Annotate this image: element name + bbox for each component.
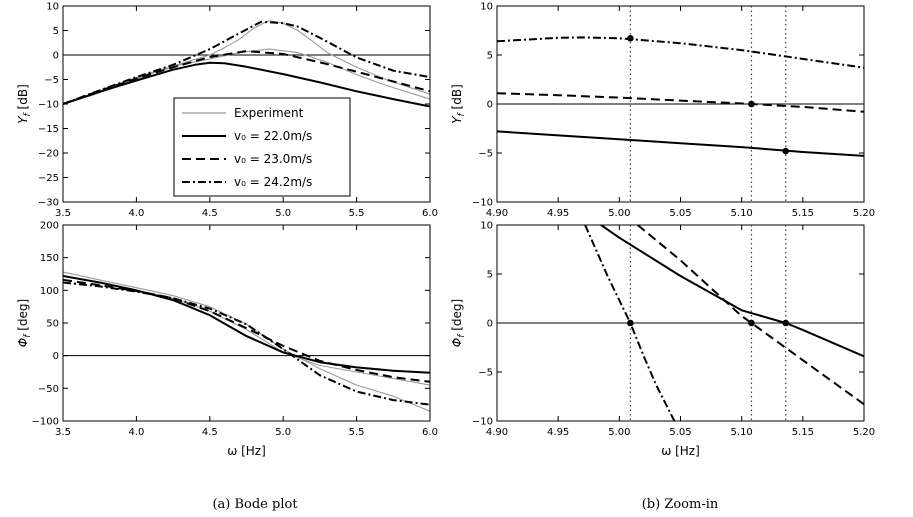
y-tick-label: 10 xyxy=(46,2,59,13)
x-tick-label: 5.00 xyxy=(608,427,630,438)
x-tick-label: 5.10 xyxy=(731,427,753,438)
plot-area xyxy=(63,271,430,412)
series-v-23-0m-s-2 xyxy=(637,225,864,406)
x-tick-label: 4.90 xyxy=(486,208,508,219)
y-tick-label: 0 xyxy=(487,100,493,111)
x-tick-label: 5.5 xyxy=(349,427,365,438)
x-tick-label: 5.5 xyxy=(349,208,365,219)
y-tick-label: −20 xyxy=(38,149,59,160)
x-tick-label: 4.0 xyxy=(128,427,144,438)
y-tick-label: −5 xyxy=(478,149,493,160)
x-tick-label: 4.90 xyxy=(486,427,508,438)
y-tick-label: −30 xyxy=(38,198,59,209)
plot-area xyxy=(63,20,430,108)
marker-point-3 xyxy=(782,147,790,155)
y-axis-label: Yf [dB] xyxy=(16,84,33,124)
x-tick-label: 5.0 xyxy=(275,208,291,219)
x-tick-label: 4.5 xyxy=(202,427,218,438)
series-experiment-4 xyxy=(63,271,430,412)
marker-point-2 xyxy=(748,319,755,327)
x-tick-label: 4.95 xyxy=(547,427,569,438)
y-tick-label: −10 xyxy=(472,198,493,209)
series-v-24-2m-s-3 xyxy=(63,281,430,406)
y-tick-label: −100 xyxy=(32,417,59,428)
y-tick-label: 150 xyxy=(40,253,59,264)
x-tick-label: 5.15 xyxy=(792,208,814,219)
y-tick-label: 5 xyxy=(53,26,59,37)
legend: Experiment v₀ = 22.0m/s v₀ = 23.0m/s v₀ … xyxy=(173,97,351,197)
legend-label-v22: v₀ = 22.0m/s xyxy=(234,129,312,143)
y-axis-label: Φf [deg] xyxy=(16,299,33,347)
x-tick-label: 5.05 xyxy=(669,427,691,438)
legend-frame xyxy=(173,97,351,197)
x-tick-label: 5.15 xyxy=(792,427,814,438)
x-tick-label: 5.05 xyxy=(669,208,691,219)
caption-left: (a) Bode plot xyxy=(212,497,298,512)
panel-zoom-magnitude: 4.90 4.95 5.00 5.05 5.10 5.15 5.20 10 5 0 −5 −10 Yf … xyxy=(450,2,875,220)
x-tick-label: 6.0 xyxy=(422,427,438,438)
plot-area xyxy=(497,225,864,421)
series-experiment-4 xyxy=(63,20,430,105)
y-tick-label: 50 xyxy=(46,319,59,330)
series-v-24-2m-s-3 xyxy=(63,20,430,105)
x-axis-label: ω [Hz] xyxy=(661,444,700,458)
y-tick-label: 10 xyxy=(480,221,493,232)
x-tick-label: 4.95 xyxy=(547,208,569,219)
series-v-24-2m-s-3 xyxy=(584,225,676,421)
legend-label-experiment: Experiment xyxy=(234,106,304,120)
series-v-22-0m-s-1 xyxy=(63,275,430,374)
y-tick-label: −25 xyxy=(38,173,59,184)
plot-area xyxy=(497,6,864,202)
panel-bode-magnitude: 3.5 4.0 4.5 5.0 5.5 6.0 10 5 0 −5 −10 −15 −20 −25 −30 Y… xyxy=(16,2,438,220)
y-tick-label: −15 xyxy=(38,124,59,135)
legend-label-v24: v₀ = 24.2m/s xyxy=(234,175,312,189)
y-tick-label: −10 xyxy=(472,417,493,428)
legend-label-v23: v₀ = 23.0m/s xyxy=(234,152,312,166)
x-tick-label: 6.0 xyxy=(422,208,438,219)
x-tick-label: 5.00 xyxy=(608,208,630,219)
series-v-22-0m-s-1 xyxy=(497,130,864,157)
y-tick-label: 0 xyxy=(53,351,59,362)
panel-bode-phase: 3.5 4.0 4.5 5.0 5.5 6.0 200 150 100 50 0 −50 −100 Φf … xyxy=(16,221,438,459)
x-tick-label: 5.0 xyxy=(275,427,291,438)
panels: 3.5 4.0 4.5 5.0 5.5 6.01050−5−10−15−20−25−30Y… xyxy=(16,2,875,459)
marker-point-1 xyxy=(627,319,634,327)
y-tick-label: 10 xyxy=(480,2,493,13)
x-tick-label: 5.20 xyxy=(853,427,875,438)
y-tick-label: −5 xyxy=(478,368,493,379)
marker-point-1 xyxy=(627,35,634,42)
series-v-23-0m-s-2 xyxy=(63,50,430,105)
x-tick-label: 3.5 xyxy=(55,208,71,219)
x-tick-label: 4.5 xyxy=(202,208,218,219)
y-axis-label: Φf [deg] xyxy=(450,299,467,347)
x-tick-label: 3.5 xyxy=(55,427,71,438)
y-tick-label: −50 xyxy=(38,384,59,395)
y-axis-label: Yf [dB] xyxy=(450,84,467,124)
x-tick-label: 5.10 xyxy=(731,208,753,219)
series-v-23-0m-s-2 xyxy=(497,92,864,113)
panel-zoom-phase: 4.90 4.95 5.00 5.05 5.10 5.15 5.20 10 5 0 −5 −10 Φf … xyxy=(450,221,875,459)
x-tick-label: 5.20 xyxy=(853,208,875,219)
x-axis-label: ω [Hz] xyxy=(227,444,266,458)
series-v-24-2m-s-3 xyxy=(497,36,864,69)
marker-point-2 xyxy=(748,100,755,108)
caption-right: (b) Zoom-in xyxy=(642,497,719,512)
series-v-22-0m-s-1 xyxy=(63,61,430,108)
y-tick-label: 0 xyxy=(487,319,493,330)
y-tick-label: 5 xyxy=(487,51,493,62)
series-v-22-0m-s-1 xyxy=(600,225,864,358)
y-tick-label: 100 xyxy=(40,286,59,297)
y-tick-label: 200 xyxy=(40,221,59,232)
y-tick-label: 0 xyxy=(53,51,59,62)
y-tick-label: 5 xyxy=(487,270,493,281)
y-tick-label: −5 xyxy=(44,75,59,86)
axes-frame xyxy=(62,224,431,422)
y-tick-label: −10 xyxy=(38,100,59,111)
series-v-23-0m-s-2 xyxy=(63,278,430,383)
marker-point-3 xyxy=(782,319,790,327)
x-tick-label: 4.0 xyxy=(128,208,144,219)
